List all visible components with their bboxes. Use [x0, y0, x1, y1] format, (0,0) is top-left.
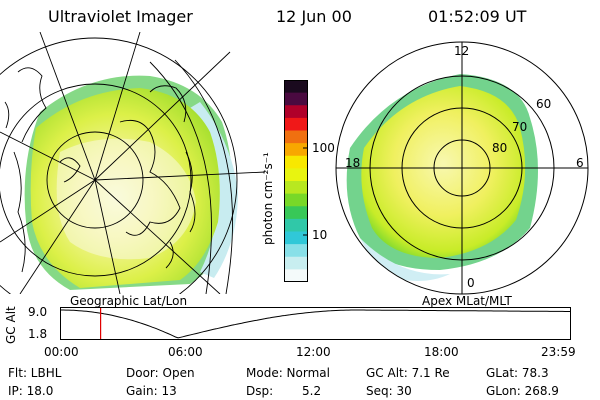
dsp-label: Dsp: — [246, 384, 274, 398]
colorbar-cell — [284, 218, 308, 233]
timeline-xtick-1200: 12:00 — [296, 345, 331, 359]
seq-readout: Seq: 30 — [366, 384, 412, 398]
glon-readout: GLon: 268.9 — [486, 384, 559, 398]
glat-readout: GLat: 78.3 — [486, 366, 549, 380]
gain-readout: Gain: 13 — [126, 384, 177, 398]
mlt-label-18: 18 — [345, 156, 361, 170]
timeline-xtick-0600: 06:00 — [168, 345, 203, 359]
geographic-aurora-map — [0, 32, 265, 294]
mlt-label-6: 6 — [576, 156, 584, 170]
colorbar-cell — [284, 80, 308, 94]
orbit-altitude-timeline — [60, 307, 571, 340]
instrument-title: Ultraviolet Imager — [48, 7, 193, 26]
colorbar-cell — [284, 244, 308, 258]
timeline-xtick-1800: 18:00 — [424, 345, 459, 359]
oval-emission — [361, 86, 526, 258]
colorbar-cell — [284, 168, 308, 182]
mlat-label-70: 70 — [512, 120, 528, 134]
right-map-label: Apex MLat/MLT — [422, 294, 512, 308]
mlt-label-0: 0 — [467, 276, 475, 290]
timeline-axis-label: GC Alt — [4, 306, 18, 344]
timeline-xtick-0000: 00:00 — [44, 345, 79, 359]
left-map-label: Geographic Lat/Lon — [70, 294, 188, 308]
mlat-label-60: 60 — [536, 97, 552, 111]
timeline-xtick-2359: 23:59 — [541, 345, 576, 359]
colorbar-cell — [284, 155, 308, 169]
mlat-label-80: 80 — [492, 141, 508, 155]
colorbar-cell — [284, 92, 308, 106]
dsp-value: 5.2 — [302, 384, 322, 398]
colorbar-cell — [284, 269, 308, 282]
colorbar-cell — [284, 181, 308, 195]
color-scale-bar — [284, 80, 308, 282]
colorbar-cell — [284, 231, 308, 245]
time-label: 01:52:09 UT — [428, 7, 527, 26]
gc-alt-readout: GC Alt: 7.1 Re — [366, 366, 450, 380]
filter-readout: Flt: LBHL — [8, 366, 62, 380]
colorbar-tick-100: 100 — [312, 141, 335, 155]
colorbar-cell — [284, 193, 308, 207]
magnetic-polar-plot — [335, 41, 589, 295]
timeline-ytick-1_8: 1.8 — [28, 327, 48, 341]
mlt-label-12: 12 — [454, 44, 470, 58]
door-readout: Door: Open — [126, 366, 195, 380]
colorbar-unit-label: photon cm⁻²s⁻¹ — [261, 152, 275, 245]
mode-readout: Mode: Normal — [246, 366, 330, 380]
colorbar-cell — [284, 105, 308, 119]
ip-readout: IP: 18.0 — [8, 384, 54, 398]
colorbar-cell — [284, 130, 308, 144]
colorbar-cell — [284, 206, 308, 220]
colorbar-cell — [284, 256, 308, 270]
colorbar-cell — [284, 117, 308, 132]
colorbar-tick-10: 10 — [312, 228, 328, 242]
date-label: 12 Jun 00 — [276, 7, 352, 26]
colorbar-cell — [284, 143, 308, 157]
timeline-ytick-9: 9.0 — [28, 305, 48, 319]
